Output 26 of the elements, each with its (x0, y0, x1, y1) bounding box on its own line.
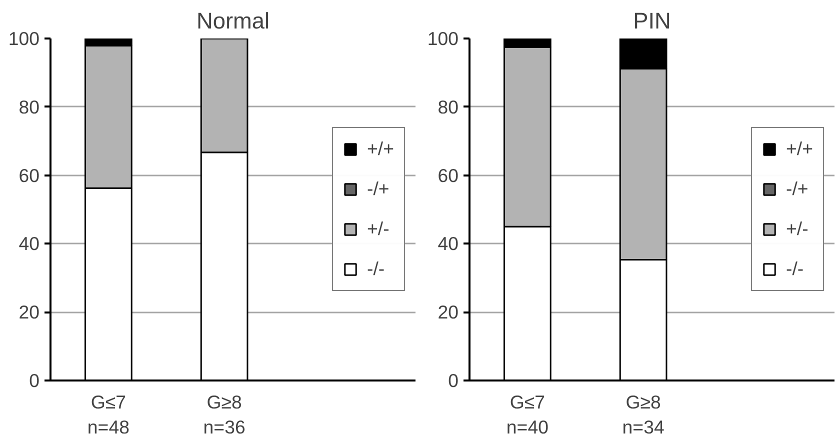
legend-label: -/- (367, 258, 386, 280)
x-tick-label: G≤7 n=40 (506, 392, 548, 438)
y-tick-label: 60 (438, 164, 459, 186)
y-tick-label: 60 (18, 164, 40, 186)
y-tick-label: 80 (18, 96, 40, 118)
legend-label: +/+ (367, 138, 394, 160)
chart-title: PIN (633, 8, 671, 34)
y-tick-label: 80 (438, 96, 459, 118)
chart-title: Normal (196, 8, 270, 34)
y-tick-label: 40 (18, 233, 40, 254)
y-tick-label: 0 (448, 370, 459, 391)
y-tick-label: 0 (29, 370, 40, 391)
legend-label: +/- (367, 218, 390, 240)
legend-label: -/- (786, 258, 805, 280)
y-tick-label: 20 (18, 302, 40, 323)
legend-label: +/+ (786, 138, 813, 160)
y-tick-label: 20 (438, 302, 459, 323)
y-tick-label: 100 (8, 28, 40, 49)
x-tick-label: G≥8 n=36 (203, 392, 246, 438)
legend-label: -/+ (367, 178, 390, 200)
legend-label: -/+ (786, 178, 808, 200)
y-tick-label: 40 (438, 233, 459, 254)
legend-label: +/- (786, 218, 808, 240)
x-tick-label: G≤7 n=48 (87, 392, 130, 438)
x-tick-label: G≥8 n=34 (622, 392, 664, 438)
y-tick-label: 100 (427, 28, 459, 49)
